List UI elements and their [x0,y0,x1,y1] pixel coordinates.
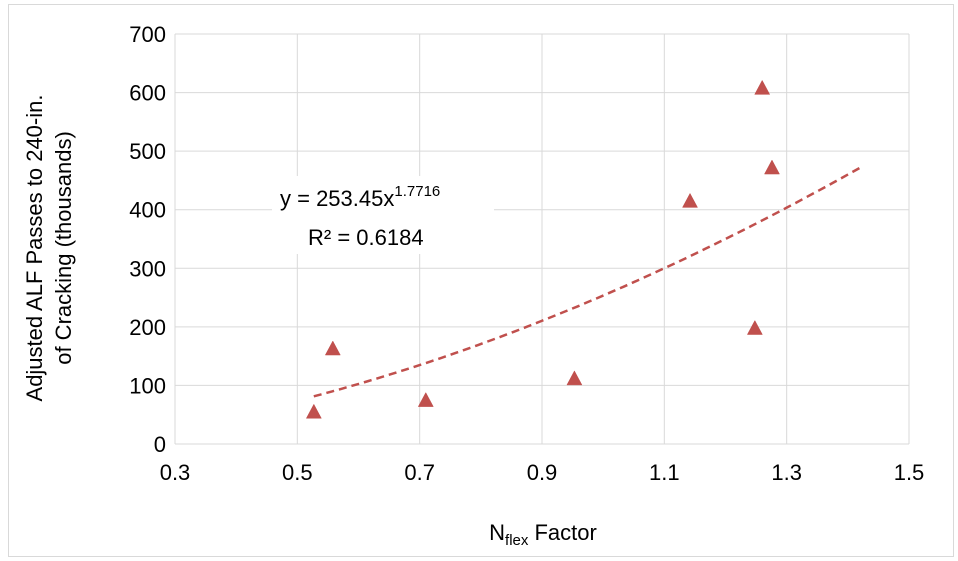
y-tick-label: 100 [129,373,166,398]
y-tick-label: 300 [129,256,166,281]
y-axis-title-line-1: Adjusted ALF Passes to 240-in. [22,95,47,402]
data-point-triangle [417,392,434,407]
x-tick-label: 1.3 [771,460,802,485]
data-point-triangle [682,192,698,208]
x-tick-label: 0.3 [160,460,191,485]
data-point-triangle [754,79,771,95]
x-tick-label: 0.9 [527,460,558,485]
y-axis-title: Adjusted ALF Passes to 240-in. of Cracki… [22,95,76,402]
y-tick-label: 0 [154,432,166,457]
x-tick-label: 0.5 [282,460,313,485]
y-tick-label: 200 [129,315,166,340]
y-tick-label: 400 [129,198,166,223]
y-tick-label: 600 [129,81,166,106]
data-point-triangle [566,370,583,386]
trendline-curve [313,166,861,398]
trendline-r-squared: R² = 0.6184 [308,225,424,250]
data-point-triangle [764,159,780,175]
x-tick-label: 0.7 [404,460,435,485]
data-point-triangle [746,319,763,335]
y-tick-labels: 0 100 200 300 400 500 600 700 [129,22,166,457]
y-axis-title-line-2: of Cracking (thousands) [51,131,76,365]
x-tick-label: 1.5 [894,460,925,485]
x-tick-label: 1.1 [649,460,680,485]
y-tick-label: 500 [129,139,166,164]
trendline-equation: y = 253.45x1.7716 [280,183,440,211]
x-axis-title: Nflex Factor [489,520,597,549]
x-tick-labels: 0.3 0.5 0.7 0.9 1.1 1.3 1.5 [160,460,925,485]
data-point-triangle [324,340,341,356]
trendline [313,166,861,398]
chart-frame [8,4,954,557]
trendline-exponent: 1.7716 [394,183,440,200]
data-point-triangle [305,403,322,419]
equation-background [272,176,494,254]
data-points [305,79,780,419]
y-tick-label: 700 [129,22,166,47]
